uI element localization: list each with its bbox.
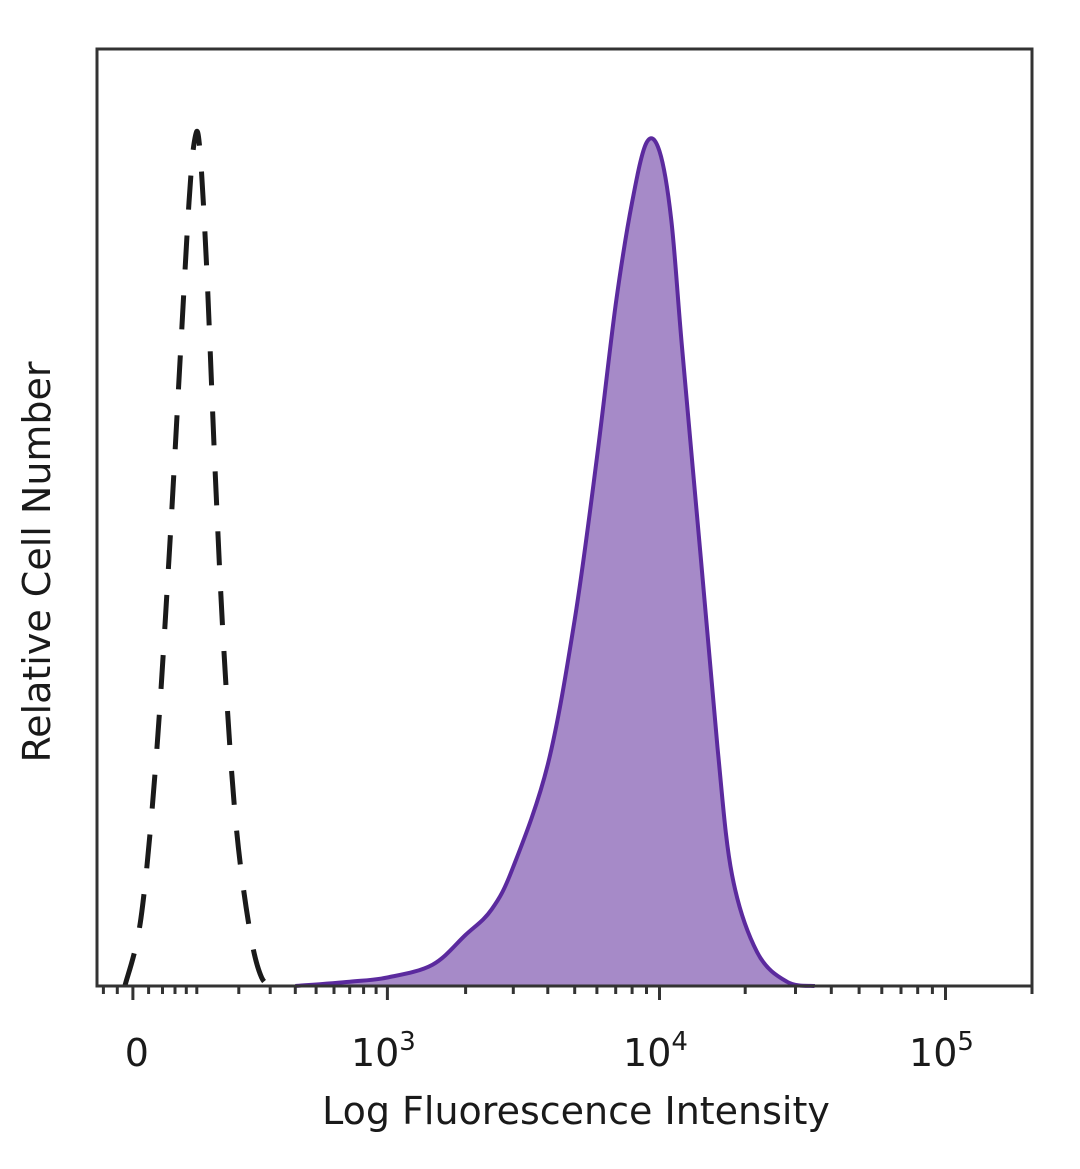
series-1-line bbox=[122, 128, 277, 989]
series-2-fill bbox=[295, 138, 815, 986]
x-tick-exponent: 5 bbox=[957, 1027, 974, 1057]
series-2-line bbox=[295, 136, 815, 988]
x-tick-label: 104 bbox=[623, 1027, 688, 1075]
series-layer bbox=[97, 128, 1032, 989]
x-tick-base: 10 bbox=[909, 1031, 957, 1075]
x-tick-base: 0 bbox=[125, 1031, 149, 1075]
x-tick-exponent: 3 bbox=[399, 1027, 416, 1057]
y-axis-label: Relative Cell Number bbox=[15, 361, 59, 762]
x-tick-label: 105 bbox=[909, 1027, 974, 1075]
x-tick-base: 10 bbox=[351, 1031, 399, 1075]
x-tick-label: 103 bbox=[351, 1027, 416, 1075]
x-tick-exponent: 4 bbox=[671, 1027, 688, 1057]
x-tick-label: 0 bbox=[125, 1031, 149, 1075]
x-tick-base: 10 bbox=[623, 1031, 671, 1075]
x-axis-label: Log Fluorescence Intensity bbox=[322, 1089, 830, 1133]
x-ticks: 0 103 104 105 bbox=[101, 986, 1034, 1075]
